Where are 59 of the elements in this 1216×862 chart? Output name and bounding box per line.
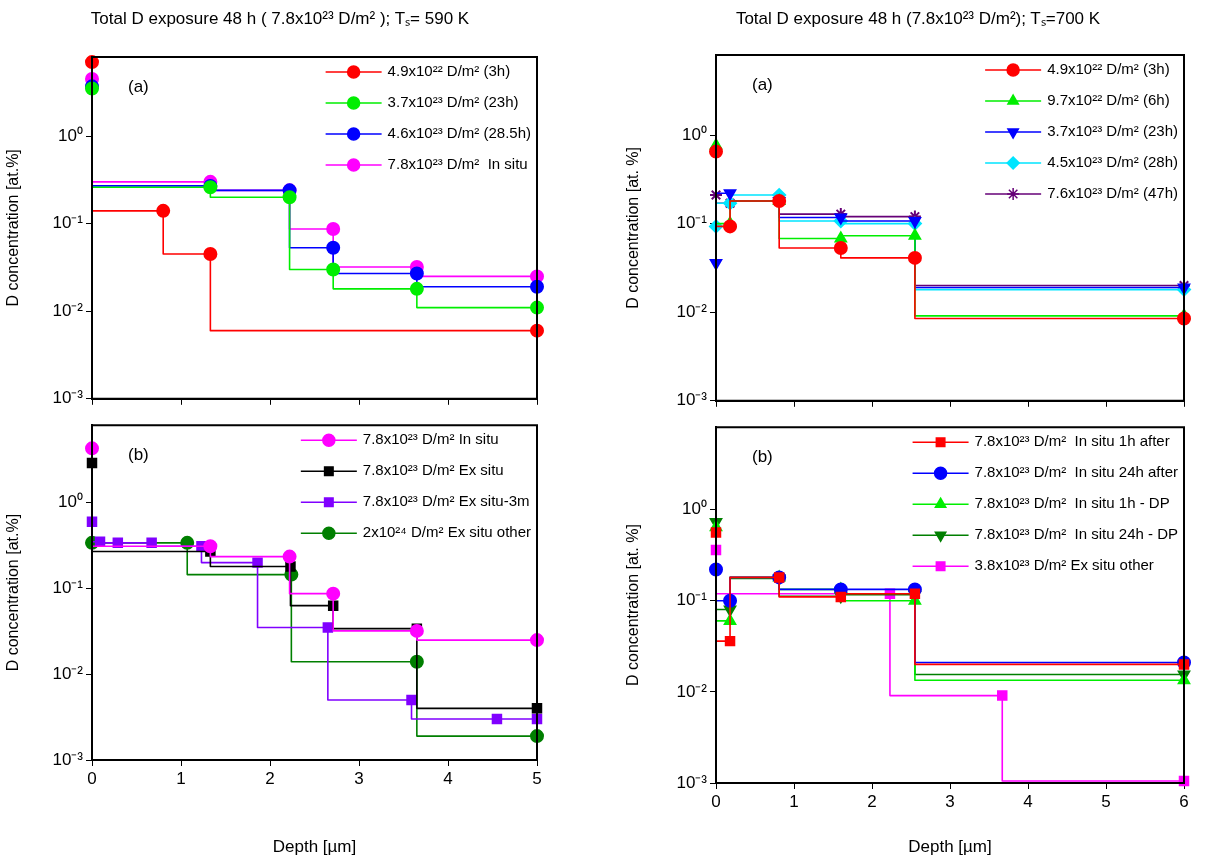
- legend-label: 7.8x10²³ D/m² In situ: [362, 430, 499, 448]
- x-tick-label: 3: [354, 768, 364, 788]
- legend-label: 4.5x10²³ D/m² (28h): [1047, 153, 1179, 171]
- annotation: (a): [752, 75, 773, 95]
- x-tick-label: 4: [1023, 791, 1033, 811]
- chart-title: Total D exposure 48 h (7.8x10²³ D/m²); Tₛ=700 K: [734, 8, 1102, 29]
- x-tick-label: 4: [443, 768, 453, 788]
- x-tick-label: 2: [867, 791, 877, 811]
- y-tick-label: 10⁻³: [676, 772, 708, 792]
- y-tick-label: 10⁻¹: [52, 578, 84, 598]
- x-tick-label: 2: [265, 768, 275, 788]
- y-tick-label: 10⁻¹: [676, 213, 708, 233]
- x-tick-label: 5: [1101, 791, 1111, 811]
- y-tick-label: 10⁰: [682, 124, 707, 144]
- legend-label: 2x10²⁴ D/m² Ex situ other: [362, 523, 532, 541]
- legend-label: 7.8x10²³ D/m² Ex situ-3m: [362, 492, 530, 510]
- annotation: (b): [128, 445, 149, 465]
- y-tick-label: 10⁻²: [52, 663, 84, 683]
- legend-label: 7.8x10²³ D/m² Ex situ: [362, 461, 504, 479]
- legend-label: 3.7x10²³ D/m² (23h): [387, 93, 519, 111]
- x-tick-label: 0: [87, 768, 97, 788]
- x-tick-label: 0: [711, 791, 721, 811]
- y-tick-label: 10⁰: [682, 499, 707, 519]
- y-tick-label: 10⁻¹: [676, 590, 708, 610]
- legend-label: 7.8x10²³ D/m² In situ 1h - DP: [974, 494, 1170, 512]
- y-axis-title: D concentration [at.%]: [4, 513, 22, 672]
- annotation: (b): [752, 447, 773, 467]
- legend-label: 7.8x10²³ D/m² In situ 24h - DP: [974, 525, 1178, 543]
- legend-label: 7.8x10²³ D/m² In situ: [387, 155, 528, 173]
- y-tick-label: 10⁰: [58, 492, 83, 512]
- x-axis-title: Depth [µm]: [908, 837, 992, 857]
- x-tick-label: 1: [789, 791, 799, 811]
- y-tick-label: 10⁻²: [676, 681, 708, 701]
- legend-label: 3.7x10²³ D/m² (23h): [1047, 122, 1179, 140]
- legend-label: 9.7x10²² D/m² (6h): [1047, 91, 1170, 109]
- y-tick-label: 10⁰: [58, 125, 83, 145]
- y-tick-label: 10⁻²: [52, 300, 84, 320]
- legend-label: 4.9x10²² D/m² (3h): [387, 62, 511, 80]
- x-tick-label: 3: [945, 791, 955, 811]
- legend-label: 7.8x10²³ D/m² In situ 1h after: [974, 432, 1170, 450]
- x-axis-title: Depth [µm]: [272, 837, 357, 857]
- y-tick-label: 10⁻³: [676, 390, 708, 410]
- y-axis-title: D concentration [at. %]: [624, 524, 642, 687]
- legend-label: 4.6x10²³ D/m² (28.5h): [387, 124, 532, 142]
- y-tick-label: 10⁻³: [52, 749, 84, 769]
- annotation: (a): [128, 77, 149, 97]
- legend-label: 7.6x10²³ D/m² (47h): [1047, 184, 1179, 202]
- y-axis-title: D concentration [at.%]: [4, 149, 22, 307]
- legend-label: 3.8x10²³ D/m² Ex situ other: [974, 556, 1154, 574]
- x-tick-label: 6: [1179, 791, 1189, 811]
- legend-label: 7.8x10²³ D/m² In situ 24h after: [974, 463, 1179, 481]
- legend-label: 4.9x10²² D/m² (3h): [1047, 60, 1170, 78]
- y-axis-title: D concentration [at. %]: [624, 146, 642, 309]
- y-tick-label: 10⁻²: [676, 301, 708, 321]
- x-tick-label: 1: [176, 768, 186, 788]
- y-tick-label: 10⁻¹: [52, 213, 84, 233]
- chart-title: Total D exposure 48 h ( 7.8x10²³ D/m² ); Tₛ= 590 K: [89, 8, 471, 29]
- y-tick-label: 10⁻³: [52, 388, 84, 408]
- x-tick-label: 5: [532, 768, 542, 788]
